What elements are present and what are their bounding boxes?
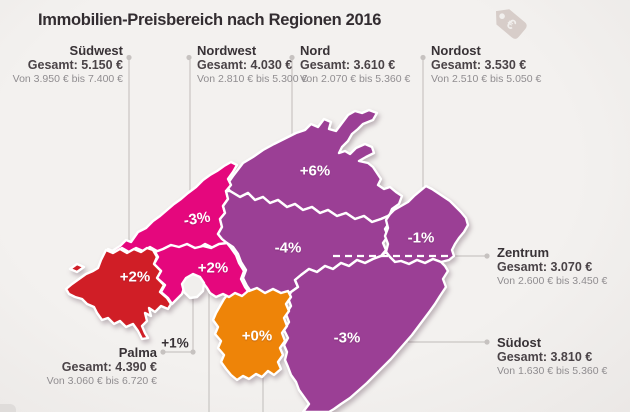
region-palma-city-shape: [180, 272, 206, 300]
percent-orange-region: +0%: [241, 327, 273, 345]
zentrum-total: Gesamt: 3.070 €: [497, 260, 593, 275]
label-zentrum: Zentrum Gesamt: 3.070 € Von 2.600 € bis …: [497, 245, 627, 287]
nord-range: Von 2.070 € bis 5.360 €: [300, 72, 411, 85]
percent-nord: +6%: [299, 162, 331, 180]
nordost-name: Nordost: [431, 43, 481, 58]
bottom-left-cutoff-artifact: [0, 404, 16, 412]
percent-palma: +1%: [161, 335, 189, 351]
suedost-name: Südost: [497, 335, 542, 350]
label-nordost: Nordost Gesamt: 3.530 € Von 2.510 € bis …: [431, 43, 556, 85]
nordwest-name: Nordwest: [197, 43, 257, 58]
palma-total: Gesamt: 4.390 €: [61, 360, 157, 375]
suedost-range: Von 1.630 € bis 5.360 €: [497, 364, 608, 377]
leader-lines: [128, 60, 487, 412]
percent-pink-region: +2%: [197, 259, 229, 277]
region-orange-shape: [211, 286, 293, 382]
page-title: Immobilien-Preisbereich nach Regionen 20…: [38, 11, 382, 29]
palma-range: Von 3.060 € bis 6.720 €: [46, 374, 157, 387]
region-nordost-shape: [383, 184, 470, 266]
suedwest-range: Von 3.950 € bis 7.400 €: [12, 72, 123, 85]
region-suedost-shape: [282, 250, 450, 412]
label-suedost: Südost Gesamt: 3.810 € Von 1.630 € bis 5…: [497, 335, 627, 377]
palma-name: Palma: [118, 345, 157, 360]
suedwest-total: Gesamt: 5.150 €: [27, 58, 123, 73]
label-nord: Nord Gesamt: 3.610 € Von 2.070 € bis 5.3…: [300, 43, 425, 85]
region-nordwest-shape: [102, 160, 239, 260]
label-palma: Palma Gesamt: 4.390 € Von 3.060 € bis 6.…: [17, 345, 157, 387]
zentrum-name: Zentrum: [497, 245, 549, 260]
nord-name: Nord: [300, 43, 331, 58]
percent-nordost: -1%: [407, 229, 435, 247]
suedost-total: Gesamt: 3.810 €: [497, 350, 593, 365]
nordwest-total: Gesamt: 4.030 €: [197, 58, 293, 73]
islet-dragonera-shape: [68, 262, 86, 274]
nordost-range: Von 2.510 € bis 5.050 €: [431, 72, 542, 85]
euro-price-tag-icon: €: [495, 9, 527, 39]
label-suedwest: Südwest Gesamt: 5.150 € Von 3.950 € bis …: [5, 43, 123, 85]
percent-suedost: -3%: [333, 329, 361, 347]
region-suedwest-shape: [64, 246, 173, 341]
leader-dots: [126, 54, 490, 355]
percent-zentrum: -4%: [274, 239, 302, 257]
percent-suedwest: +2%: [119, 268, 151, 286]
zentrum-range: Von 2.600 € bis 3.450 €: [497, 274, 608, 287]
label-nordwest: Nordwest Gesamt: 4.030 € Von 2.810 € bis…: [197, 43, 322, 85]
nord-total: Gesamt: 3.610 €: [300, 58, 396, 73]
nordost-total: Gesamt: 3.530 €: [431, 58, 527, 73]
suedwest-name: Südwest: [69, 43, 123, 58]
nordwest-range: Von 2.810 € bis 5.300 €: [197, 72, 308, 85]
